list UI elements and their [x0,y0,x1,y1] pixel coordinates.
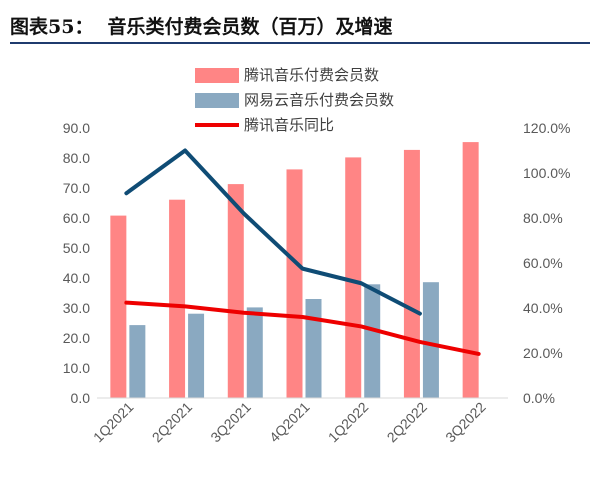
bar-netease-2Q2022 [422,282,439,398]
figure-header: 图表55： 音乐类付费会员数（百万）及增速 [10,8,590,44]
x-tick-label: 2Q2022 [384,399,431,446]
left-tick-label: 90.0 [63,120,90,136]
bar-tencent-1Q2022 [345,157,362,398]
line-netease-growth [124,148,422,316]
right-axis: 0.0% 20.0% 40.0% 60.0% 80.0% 100.0% 120.0% [523,120,570,406]
legend-swatch-1 [195,93,239,108]
legend-label-2: 腾讯音乐同比 [244,116,334,134]
bar-tencent-3Q2022 [462,142,479,398]
bar-netease-4Q2021 [305,299,322,398]
left-tick-label: 20.0 [63,330,90,346]
line-series [124,148,481,356]
left-tick-label: 70.0 [63,180,90,196]
left-tick-label: 0.0 [71,390,91,406]
x-tick-label: 3Q2022 [442,399,489,446]
line-tencent-growth [124,300,481,356]
bar-tencent-1Q2021 [110,215,127,398]
right-tick-label: 0.0% [523,390,555,406]
left-tick-label: 50.0 [63,240,90,256]
figure-number: 图表55： [10,16,94,38]
bar-netease-2Q2021 [188,313,205,398]
legend-label-0: 腾讯音乐付费会员数 [244,66,379,84]
left-tick-label: 10.0 [63,360,90,376]
right-tick-label: 80.0% [523,210,563,226]
right-tick-label: 40.0% [523,300,563,316]
x-axis-labels: 1Q2021 2Q2021 3Q2021 4Q2021 1Q2022 2Q2022 3Q20… [90,399,489,446]
x-tick-label: 1Q2022 [325,399,372,446]
left-axis: 0.0 10.0 20.0 30.0 40.0 50.0 60.0 70.0 80.0 90.0 [63,120,90,406]
bar-tencent-3Q2021 [227,184,244,398]
legend-swatch-0 [195,68,239,83]
bar-netease-1Q2022 [364,284,381,398]
right-tick-label: 120.0% [523,120,570,136]
left-tick-label: 80.0 [63,150,90,166]
figure-title-text: 音乐类付费会员数（百万）及增速 [107,16,393,38]
bar-tencent-2Q2021 [169,199,186,398]
left-tick-label: 30.0 [63,300,90,316]
right-tick-label: 20.0% [523,345,563,361]
x-tick-label: 1Q2021 [90,399,137,446]
left-tick-label: 40.0 [63,270,90,286]
figure-title: 图表55： 音乐类付费会员数（百万）及增速 [10,12,392,39]
legend-label-1: 网易云音乐付费会员数 [244,91,394,109]
right-tick-label: 60.0% [523,255,563,271]
bar-netease-3Q2021 [246,307,263,398]
x-tick-label: 3Q2021 [207,399,254,446]
bar-netease-1Q2021 [129,325,146,398]
x-tick-label: 2Q2021 [149,399,196,446]
bar-series [110,142,479,398]
left-tick-label: 60.0 [63,210,90,226]
right-tick-label: 100.0% [523,165,570,181]
bar-tencent-4Q2021 [286,169,303,398]
bar-tencent-2Q2022 [403,149,420,398]
x-tick-label: 4Q2021 [266,399,313,446]
